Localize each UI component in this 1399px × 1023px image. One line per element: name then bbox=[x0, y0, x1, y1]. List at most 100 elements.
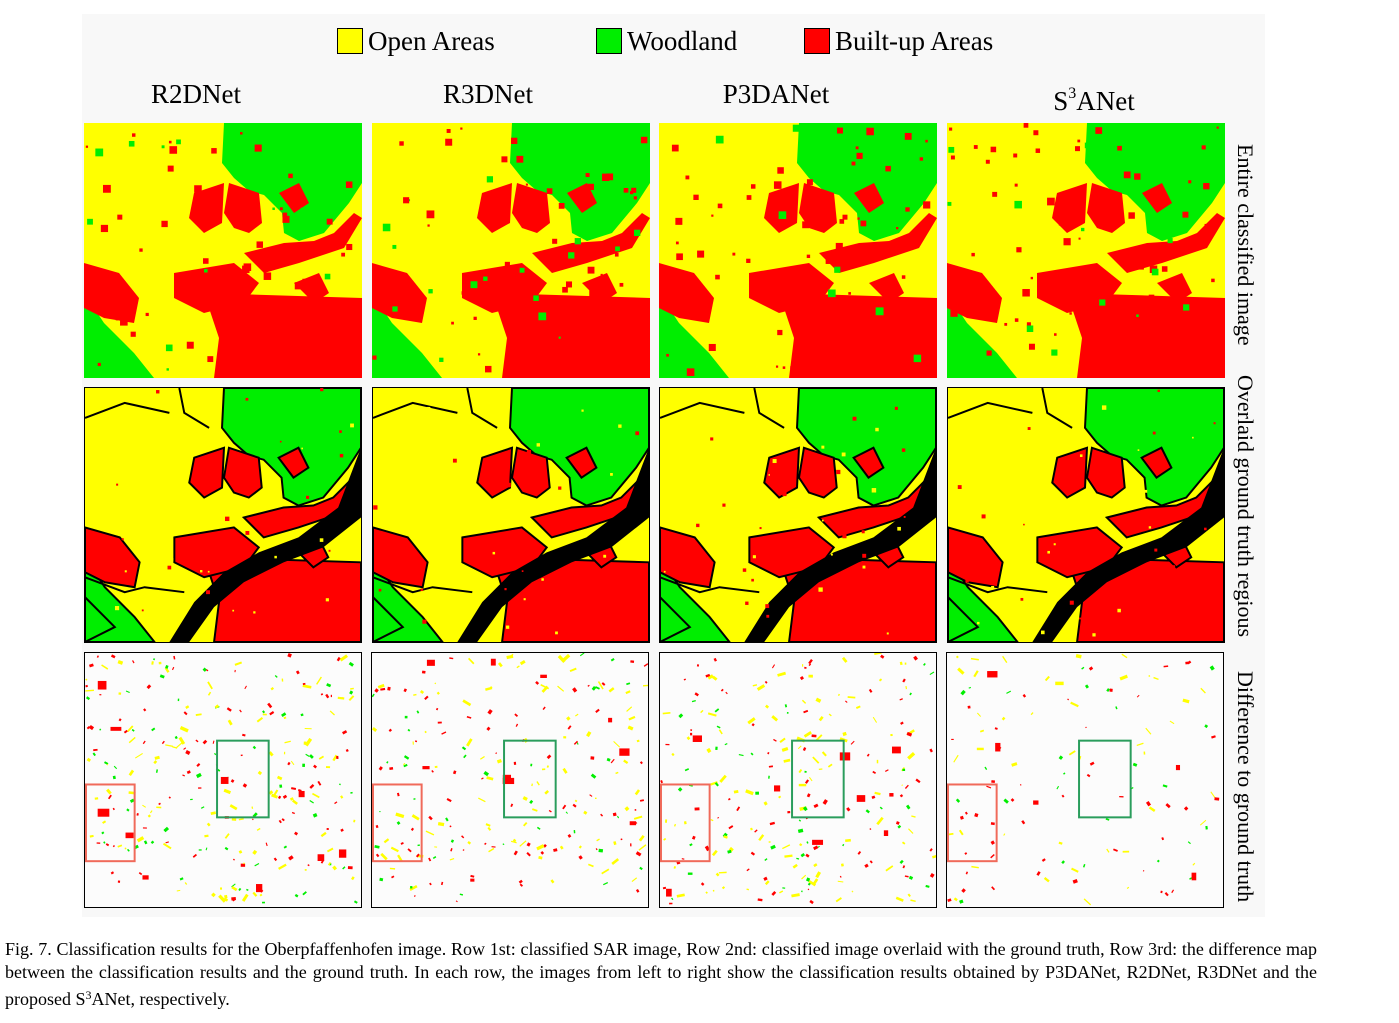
difference-speckle bbox=[110, 654, 116, 659]
difference-blob bbox=[1191, 872, 1197, 881]
difference-speckle bbox=[407, 728, 411, 732]
difference-speckle bbox=[660, 780, 663, 784]
difference-speckle bbox=[872, 716, 878, 723]
classification-speckle bbox=[899, 178, 905, 183]
difference-speckle bbox=[414, 740, 418, 743]
difference-blob bbox=[629, 821, 637, 826]
difference-speckle bbox=[327, 862, 332, 866]
difference-speckle bbox=[165, 665, 169, 669]
difference-speckle bbox=[755, 791, 760, 795]
difference-speckle bbox=[336, 755, 339, 759]
classification-speckle bbox=[950, 309, 958, 317]
difference-speckle bbox=[449, 825, 452, 828]
difference-speckle bbox=[143, 708, 147, 712]
overlay-speckle bbox=[1091, 530, 1096, 534]
overlay-speckle bbox=[852, 416, 857, 421]
overlay-speckle bbox=[752, 555, 756, 559]
overlay-speckle bbox=[831, 553, 833, 556]
difference-speckle bbox=[516, 665, 520, 669]
overlay-speckle bbox=[521, 570, 524, 572]
difference-speckle bbox=[282, 794, 288, 799]
overlay-speckle bbox=[623, 542, 627, 546]
difference-speckle bbox=[234, 661, 243, 666]
difference-speckle bbox=[466, 738, 473, 747]
woodland-region bbox=[947, 333, 977, 378]
difference-speckle bbox=[1199, 819, 1207, 826]
built-up-region bbox=[477, 183, 512, 233]
overlay-speckle bbox=[1046, 537, 1049, 540]
difference-speckle bbox=[374, 845, 380, 849]
classification-speckle bbox=[100, 224, 109, 233]
classification-speckle bbox=[623, 187, 629, 193]
overlay-speckle bbox=[1157, 389, 1160, 393]
difference-speckle bbox=[536, 826, 541, 830]
difference-speckle bbox=[1063, 772, 1066, 775]
difference-speckle bbox=[1083, 898, 1092, 906]
difference-speckle bbox=[389, 867, 396, 870]
difference-speckle bbox=[542, 706, 546, 711]
difference-speckle bbox=[783, 758, 791, 763]
difference-speckle bbox=[771, 664, 776, 669]
difference-speckle bbox=[1161, 837, 1165, 841]
classification-speckle bbox=[132, 133, 136, 137]
difference-speckle bbox=[340, 795, 344, 799]
difference-speckle bbox=[350, 687, 354, 690]
difference-speckle bbox=[132, 660, 135, 664]
green-highlight-box bbox=[216, 739, 270, 819]
header-text: S bbox=[1053, 86, 1069, 116]
difference-speckle bbox=[434, 682, 437, 685]
difference-speckle bbox=[874, 653, 882, 655]
classification-speckle bbox=[294, 282, 302, 290]
difference-speckle bbox=[714, 782, 719, 787]
difference-blob bbox=[856, 795, 866, 802]
difference-speckle bbox=[128, 736, 136, 744]
classification-speckle bbox=[778, 211, 787, 219]
difference-blob bbox=[97, 808, 110, 817]
difference-speckle bbox=[488, 847, 495, 853]
overlay-speckle bbox=[610, 571, 613, 575]
caption-superscript: 3 bbox=[85, 988, 92, 1002]
difference-speckle bbox=[417, 844, 420, 847]
overlay-speckle bbox=[766, 614, 770, 618]
difference-speckle bbox=[575, 713, 579, 717]
difference-speckle bbox=[270, 686, 275, 691]
difference-speckle bbox=[1082, 863, 1086, 868]
boundary-line bbox=[948, 576, 1048, 594]
difference-speckle bbox=[901, 784, 903, 786]
difference-speckle bbox=[871, 795, 876, 800]
difference-speckle bbox=[212, 740, 215, 744]
difference-speckle bbox=[707, 712, 717, 717]
difference-speckle bbox=[425, 830, 435, 836]
classification-speckle bbox=[1149, 349, 1157, 356]
boundary-line bbox=[85, 576, 185, 594]
difference-speckle bbox=[345, 748, 349, 753]
difference-speckle bbox=[840, 863, 844, 867]
difference-speckle bbox=[110, 871, 115, 875]
overlay-speckle bbox=[470, 431, 474, 435]
difference-speckle bbox=[964, 811, 968, 815]
difference-speckle bbox=[700, 709, 704, 714]
difference-speckle bbox=[557, 685, 565, 692]
built-up-region bbox=[222, 446, 263, 499]
difference-speckle bbox=[165, 841, 169, 844]
difference-speckle bbox=[156, 806, 162, 809]
classification-speckle bbox=[291, 125, 294, 128]
built-up-region bbox=[373, 526, 429, 589]
classification-speckle bbox=[777, 167, 784, 174]
difference-speckle bbox=[244, 685, 247, 690]
classification-speckle bbox=[562, 286, 568, 293]
difference-speckle bbox=[958, 829, 964, 836]
difference-speckle bbox=[1185, 661, 1189, 665]
difference-speckle bbox=[587, 684, 590, 687]
difference-speckle bbox=[807, 888, 810, 891]
green-highlight-box bbox=[503, 739, 557, 819]
difference-speckle bbox=[1070, 701, 1079, 708]
difference-speckle bbox=[302, 682, 306, 686]
built-up-region bbox=[779, 293, 937, 378]
difference-speckle bbox=[808, 663, 812, 667]
classification-speckle bbox=[236, 286, 242, 291]
difference-speckle bbox=[195, 713, 202, 716]
difference-speckle bbox=[112, 775, 116, 780]
difference-speckle bbox=[378, 766, 383, 771]
difference-speckle bbox=[866, 753, 870, 757]
